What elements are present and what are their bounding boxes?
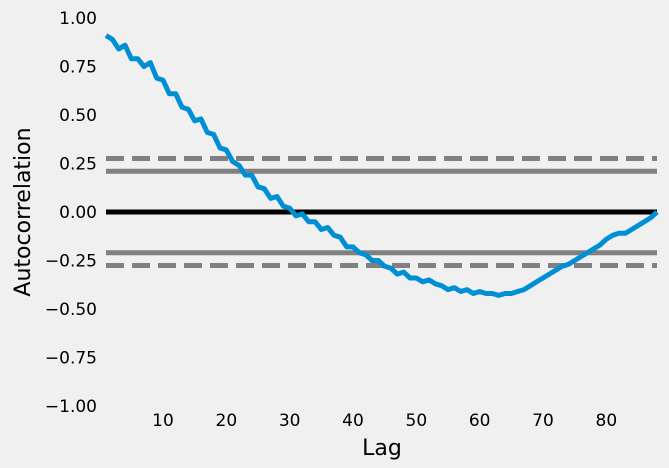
y-tick-label: 0.25 (59, 155, 97, 175)
series-layer (104, 33, 659, 298)
autocorrelation-series-line (104, 33, 659, 298)
x-tick-label: 20 (216, 411, 238, 431)
x-tick-label: 70 (532, 411, 554, 431)
x-tick-labels: 10 20 30 40 50 60 70 80 (152, 411, 617, 431)
reference-lines (106, 155, 657, 269)
x-tick-label: 50 (406, 411, 428, 431)
x-axis-label: Lag (362, 436, 402, 461)
y-tick-label: 0.50 (59, 106, 97, 126)
y-tick-label: 1.00 (59, 9, 97, 29)
y-axis-label: Autocorrelation (11, 127, 36, 296)
y-tick-label: −0.50 (45, 300, 97, 320)
x-tick-label: 10 (152, 411, 174, 431)
y-tick-label: 0.00 (59, 203, 97, 223)
x-tick-label: 80 (596, 411, 618, 431)
x-tick-label: 30 (279, 411, 301, 431)
y-tick-label: 0.75 (59, 58, 97, 78)
y-tick-label: −0.75 (45, 349, 97, 369)
y-tick-label: −0.25 (45, 252, 97, 272)
y-tick-label: −1.00 (45, 397, 97, 417)
x-tick-label: 60 (469, 411, 491, 431)
y-tick-labels: 1.00 0.75 0.50 0.25 0.00 −0.25 −0.50 −0.75 −1.00 (45, 9, 97, 417)
x-tick-label: 40 (342, 411, 364, 431)
